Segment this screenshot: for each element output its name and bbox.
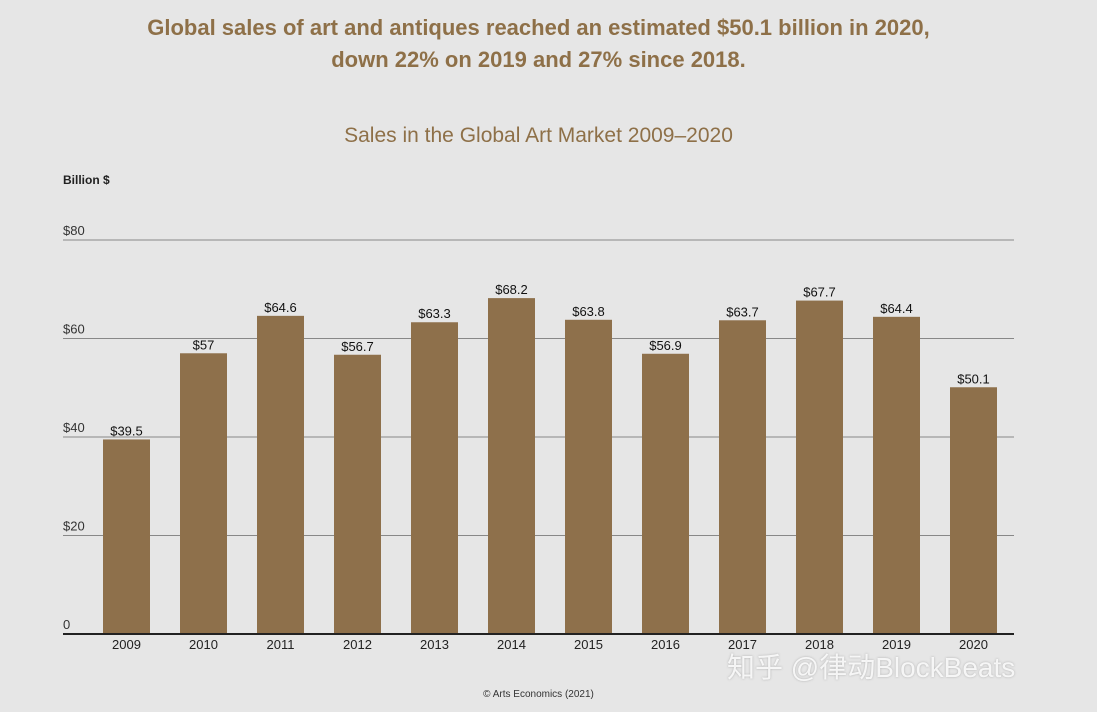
data-label: $67.7 (803, 285, 836, 300)
y-tick-label: $40 (63, 420, 85, 435)
bar (334, 354, 381, 634)
data-label: $39.5 (110, 423, 143, 438)
x-tick-label: 2014 (497, 637, 526, 652)
x-tick-label: 2018 (805, 637, 834, 652)
x-tick-label: 2015 (574, 637, 603, 652)
y-tick-label: $80 (63, 223, 85, 238)
data-label: $57 (193, 337, 215, 352)
bar (719, 320, 766, 634)
headline-line-1: Global sales of art and antiques reached… (147, 15, 930, 40)
x-tick-label: 2011 (267, 637, 295, 652)
x-tick-label: 2017 (728, 637, 757, 652)
x-tick-label: 2012 (343, 637, 372, 652)
data-label: $56.7 (341, 339, 374, 354)
bar (873, 316, 920, 634)
data-label: $63.8 (572, 304, 605, 319)
bar (488, 298, 535, 634)
bar (411, 322, 458, 634)
y-tick-label: 0 (63, 617, 70, 632)
bar (180, 353, 227, 634)
data-label: $63.7 (726, 304, 759, 319)
x-tick-label: 2016 (651, 637, 680, 652)
data-label: $63.3 (418, 306, 451, 321)
watermark: 知乎 @律动BlockBeats (727, 652, 1016, 683)
bar (950, 387, 997, 634)
data-label: $64.6 (264, 300, 297, 315)
data-label: $68.2 (495, 282, 528, 297)
y-tick-label: $20 (63, 519, 85, 534)
bar (796, 300, 843, 634)
chart-title: Sales in the Global Art Market 2009–2020 (344, 124, 733, 147)
y-axis-label: Billion $ (63, 173, 110, 187)
x-tick-label: 2020 (959, 637, 988, 652)
data-label: $50.1 (957, 371, 990, 386)
x-tick-label: 2010 (189, 637, 218, 652)
bar (103, 439, 150, 634)
headline: Global sales of art and antiques reached… (0, 12, 1077, 76)
data-label: $56.9 (649, 338, 682, 353)
y-tick-label: $60 (63, 322, 85, 337)
bar (565, 319, 612, 634)
bar (257, 315, 304, 634)
x-tick-label: 2009 (112, 637, 141, 652)
bar (642, 353, 689, 634)
x-tick-label: 2013 (420, 637, 449, 652)
headline-line-2: down 22% on 2019 and 27% since 2018. (331, 47, 746, 72)
x-tick-label: 2019 (882, 637, 911, 652)
data-label: $64.4 (880, 301, 913, 316)
source-credit: © Arts Economics (2021) (483, 689, 594, 700)
